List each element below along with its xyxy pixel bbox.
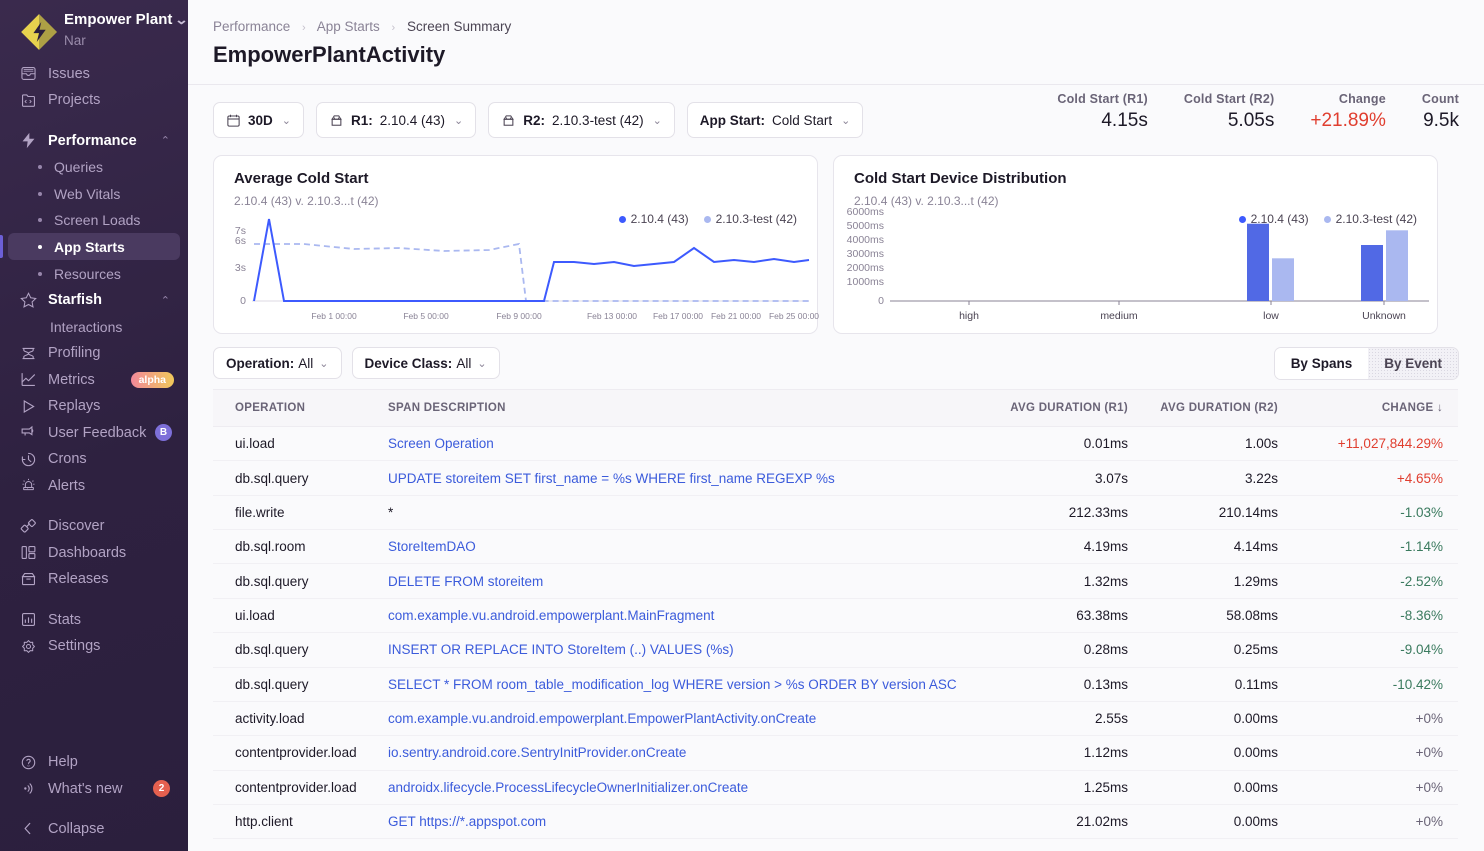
svg-text:1000ms: 1000ms <box>847 276 884 288</box>
svg-text:Feb 5 00:00: Feb 5 00:00 <box>403 311 449 321</box>
svg-text:high: high <box>959 310 979 322</box>
svg-text:6000ms: 6000ms <box>847 206 884 218</box>
svg-text:Unknown: Unknown <box>1362 310 1406 322</box>
svg-text:Feb 1 00:00: Feb 1 00:00 <box>311 311 357 321</box>
svg-text:3s: 3s <box>235 262 246 274</box>
svg-text:4000ms: 4000ms <box>847 234 884 246</box>
svg-text:low: low <box>1263 310 1279 322</box>
svg-text:Feb 9 00:00: Feb 9 00:00 <box>496 311 542 321</box>
svg-text:Feb 13 00:00: Feb 13 00:00 <box>587 311 637 321</box>
svg-text:6s: 6s <box>235 235 246 247</box>
svg-text:0: 0 <box>240 295 246 307</box>
svg-text:5000ms: 5000ms <box>847 220 884 232</box>
svg-text:0: 0 <box>878 295 884 307</box>
svg-text:3000ms: 3000ms <box>847 248 884 260</box>
svg-text:Feb 17 00:00: Feb 17 00:00 <box>653 311 703 321</box>
svg-text:Feb 21 00:00: Feb 21 00:00 <box>711 311 761 321</box>
svg-text:medium: medium <box>1100 310 1138 322</box>
svg-text:2000ms: 2000ms <box>847 262 884 274</box>
svg-text:Feb 25 00:00: Feb 25 00:00 <box>769 311 819 321</box>
